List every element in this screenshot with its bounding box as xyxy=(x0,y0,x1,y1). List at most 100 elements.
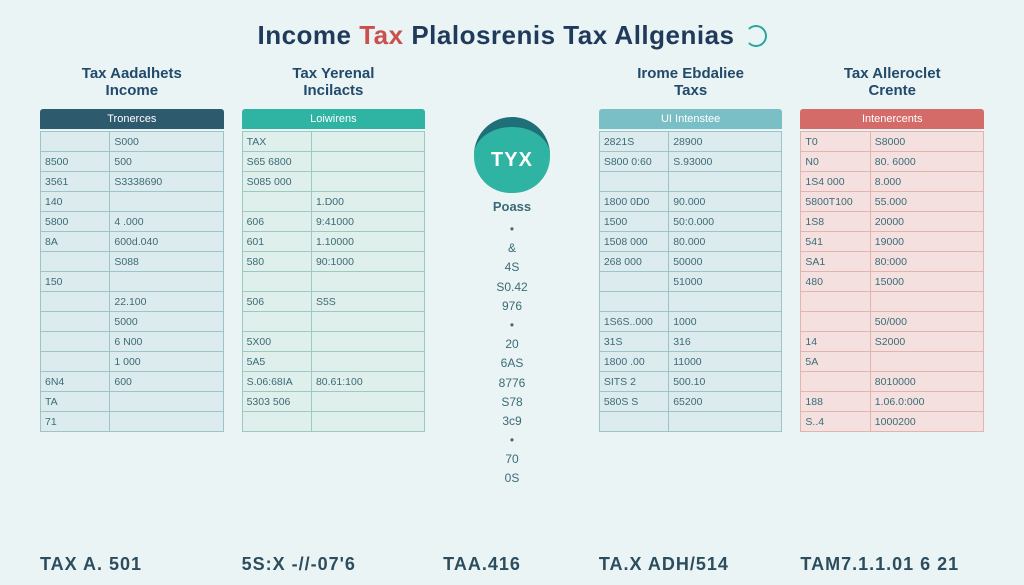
footer-3: TA.X ADH/514 xyxy=(599,554,783,575)
center-list-item: 4S xyxy=(496,258,527,277)
table-row: 5A5 xyxy=(242,352,425,372)
table-row: S000 xyxy=(41,132,224,152)
table-row: 1800 .0011000 xyxy=(599,352,782,372)
table-cell xyxy=(599,292,668,312)
table-row: 5800T10055.000 xyxy=(801,192,984,212)
center-list-item: 70 xyxy=(496,450,527,469)
table-cell: 1500 xyxy=(599,212,668,232)
table-row: S085 000 xyxy=(242,172,425,192)
column-2: Tax Yerenal Incilacts Loiwirens TAXS65 6… xyxy=(242,65,426,432)
footer-2: 5S:X -//-07'6 xyxy=(242,554,426,575)
table-cell: 5A xyxy=(801,352,870,372)
column-4-title-l1: Tax Alleroclet xyxy=(844,65,941,82)
table-cell: 580 xyxy=(242,252,311,272)
column-2-table: TAXS65 6800S085 0001.D006069:410006011.1… xyxy=(242,131,426,432)
table-cell: 1.06.0:000 xyxy=(870,392,983,412)
table-row: 268 00050000 xyxy=(599,252,782,272)
table-cell: 80. 6000 xyxy=(870,152,983,172)
table-cell xyxy=(599,172,668,192)
table-cell: 8.000 xyxy=(870,172,983,192)
table-cell: 601 xyxy=(242,232,311,252)
table-row: 48015000 xyxy=(801,272,984,292)
table-cell: 65200 xyxy=(669,392,782,412)
column-4-title: Tax Alleroclet Crente xyxy=(800,65,984,101)
table-cell: 1800 0D0 xyxy=(599,192,668,212)
table-cell xyxy=(242,192,311,212)
table-cell: 19000 xyxy=(870,232,983,252)
table-cell xyxy=(41,292,110,312)
table-cell: 15000 xyxy=(870,272,983,292)
table-row: 5303 506 xyxy=(242,392,425,412)
table-cell xyxy=(870,352,983,372)
center-list-item xyxy=(496,431,527,450)
table-row: 140 xyxy=(41,192,224,212)
table-row: 1S4 0008.000 xyxy=(801,172,984,192)
table-cell xyxy=(311,312,424,332)
title-row: Income Tax Plalosrenis Tax Allgenias xyxy=(40,20,984,51)
table-row: 5000 xyxy=(41,312,224,332)
footer-4: TAM7.1.1.01 6 21 xyxy=(800,554,984,575)
table-cell: 1000 xyxy=(669,312,782,332)
table-row: 14S2000 xyxy=(801,332,984,352)
table-cell xyxy=(801,312,870,332)
column-4-title-l2: Crente xyxy=(868,82,916,99)
table-row: 1881.06.0:000 xyxy=(801,392,984,412)
table-row: 8010000 xyxy=(801,372,984,392)
title-seg-2: Tax xyxy=(359,20,403,50)
table-cell: S..4 xyxy=(801,412,870,432)
center-caption: Poass xyxy=(493,199,531,214)
column-3: Irome Ebdaliee Taxs UI Intenstee 2821S28… xyxy=(599,65,783,432)
table-cell: 3561 xyxy=(41,172,110,192)
center-column: TYX Poass •&4SS0.42976206AS8776S783c9700… xyxy=(443,65,581,489)
table-cell xyxy=(599,272,668,292)
table-cell: 1800 .00 xyxy=(599,352,668,372)
table-cell: S.93000 xyxy=(669,152,782,172)
table-row: 1800 0D090.000 xyxy=(599,192,782,212)
table-cell: 1S8 xyxy=(801,212,870,232)
table-cell xyxy=(41,332,110,352)
table-cell: 268 000 xyxy=(599,252,668,272)
table-cell: 20000 xyxy=(870,212,983,232)
table-cell: 5X00 xyxy=(242,332,311,352)
table-cell: 71 xyxy=(41,412,110,432)
table-cell xyxy=(110,272,223,292)
table-row xyxy=(242,272,425,292)
table-cell: 50/000 xyxy=(870,312,983,332)
table-cell: 80.000 xyxy=(669,232,782,252)
column-3-table: 2821S28900S800 0:60S.930001800 0D090.000… xyxy=(599,131,783,432)
table-cell: 188 xyxy=(801,392,870,412)
table-row: S088 xyxy=(41,252,224,272)
table-cell: 5303 506 xyxy=(242,392,311,412)
table-cell: S085 000 xyxy=(242,172,311,192)
table-row: TA xyxy=(41,392,224,412)
table-row: 6011.10000 xyxy=(242,232,425,252)
table-cell: 1.10000 xyxy=(311,232,424,252)
table-row: 22.100 xyxy=(41,292,224,312)
table-row: 8A600d.040 xyxy=(41,232,224,252)
table-row: S..41000200 xyxy=(801,412,984,432)
table-cell: 90.000 xyxy=(669,192,782,212)
table-cell: SA1 xyxy=(801,252,870,272)
table-cell: 9:41000 xyxy=(311,212,424,232)
table-cell xyxy=(311,392,424,412)
table-cell: S088 xyxy=(110,252,223,272)
table-row: 150050:0.000 xyxy=(599,212,782,232)
table-cell: SITS 2 xyxy=(599,372,668,392)
table-row: N080. 6000 xyxy=(801,152,984,172)
table-row: 3561S3338690 xyxy=(41,172,224,192)
table-cell: 1.D00 xyxy=(311,192,424,212)
center-list-item: 3c9 xyxy=(496,412,527,431)
table-row: 1S820000 xyxy=(801,212,984,232)
table-cell: 316 xyxy=(669,332,782,352)
column-1-title: Tax Aadalhets Income xyxy=(40,65,224,101)
table-cell: S5S xyxy=(311,292,424,312)
refresh-icon[interactable] xyxy=(745,25,767,47)
table-cell: 140 xyxy=(41,192,110,212)
center-list-item: S78 xyxy=(496,393,527,412)
table-cell: 50:0.000 xyxy=(669,212,782,232)
table-row: S.06:68IA80.61:100 xyxy=(242,372,425,392)
table-cell: 1S6S..000 xyxy=(599,312,668,332)
table-row: 6069:41000 xyxy=(242,212,425,232)
table-cell: 31S xyxy=(599,332,668,352)
table-cell: 8010000 xyxy=(870,372,983,392)
